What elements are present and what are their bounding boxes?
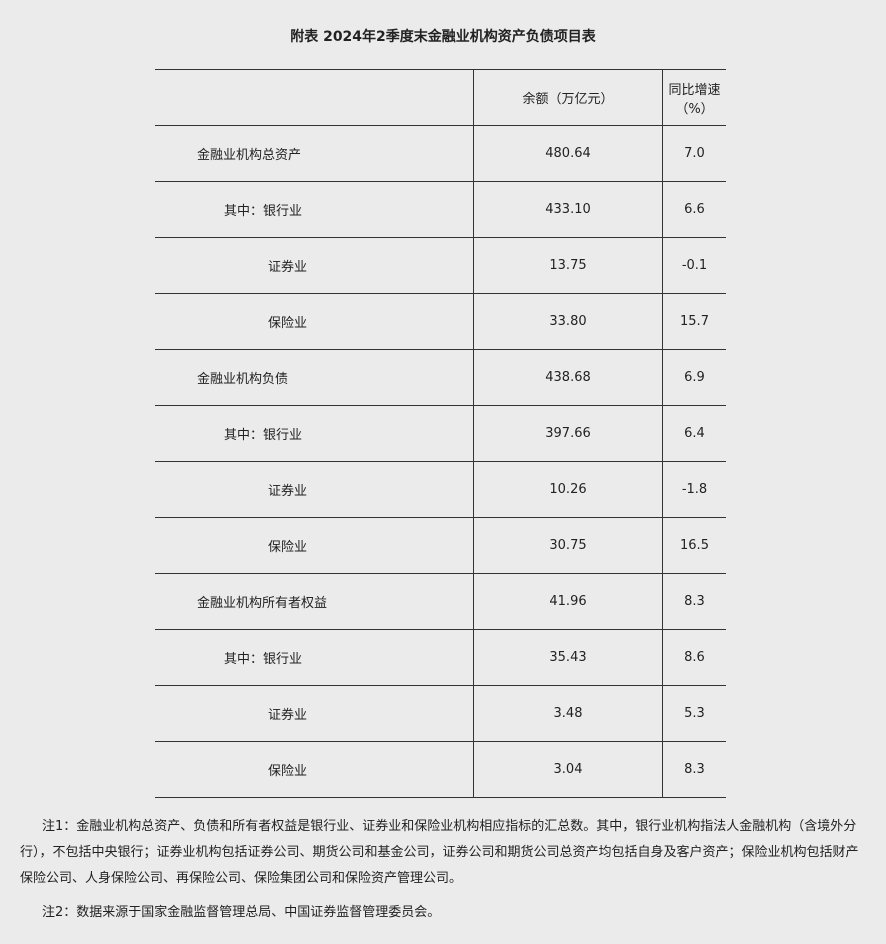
row-growth: 8.3 <box>662 741 726 798</box>
row-label: 保险业 <box>155 741 474 798</box>
row-growth: 8.3 <box>662 573 726 630</box>
note-1: 注1：金融业机构总资产、负债和所有者权益是银行业、证券业和保险业机构相应指标的汇… <box>20 819 859 886</box>
header-cell-growth: 同比增速（%） <box>662 69 726 126</box>
table-row: 金融业机构所有者权益 41.96 8.3 <box>155 573 726 630</box>
row-label: 证券业 <box>155 461 474 518</box>
table-row: 金融业机构总资产 480.64 7.0 <box>155 125 726 182</box>
row-growth: 8.6 <box>662 629 726 686</box>
table-row: 证券业 10.26 -1.8 <box>155 461 726 518</box>
row-growth: -0.1 <box>662 237 726 294</box>
row-label: 金融业机构负债 <box>155 349 474 406</box>
row-label: 金融业机构总资产 <box>155 125 474 182</box>
row-label: 其中：银行业 <box>155 629 474 686</box>
header-cell <box>155 69 474 126</box>
row-label: 其中：银行业 <box>155 405 474 462</box>
table-row: 证券业 13.75 -0.1 <box>155 237 726 294</box>
row-label: 证券业 <box>155 685 474 742</box>
balance-sheet-table: 余额（万亿元） 同比增速（%） 金融业机构总资产 480.64 7.0 其中：银行业 4… <box>155 69 726 798</box>
table-row: 其中：银行业 35.43 8.6 <box>155 629 726 686</box>
header-cell-amount: 余额（万亿元） <box>473 69 663 126</box>
row-growth: 15.7 <box>662 293 726 350</box>
row-label: 金融业机构所有者权益 <box>155 573 474 630</box>
row-growth: 16.5 <box>662 517 726 574</box>
row-amount: 3.48 <box>473 685 663 742</box>
row-amount: 433.10 <box>473 181 663 238</box>
row-amount: 10.26 <box>473 461 663 518</box>
row-amount: 35.43 <box>473 629 663 686</box>
row-growth: 6.6 <box>662 181 726 238</box>
row-amount: 33.80 <box>473 293 663 350</box>
row-label: 其中：银行业 <box>155 181 474 238</box>
row-growth: 6.4 <box>662 405 726 462</box>
row-amount: 397.66 <box>473 405 663 462</box>
row-amount: 13.75 <box>473 237 663 294</box>
row-growth: 6.9 <box>662 349 726 406</box>
row-growth: 7.0 <box>662 125 726 182</box>
table-row: 保险业 33.80 15.7 <box>155 293 726 350</box>
row-amount: 3.04 <box>473 741 663 798</box>
table-row: 保险业 3.04 8.3 <box>155 741 726 798</box>
table-header-row: 余额（万亿元） 同比增速（%） <box>155 69 726 126</box>
table-row: 保险业 30.75 16.5 <box>155 517 726 574</box>
row-growth: 5.3 <box>662 685 726 742</box>
row-label: 保险业 <box>155 293 474 350</box>
row-growth: -1.8 <box>662 461 726 518</box>
table-row: 其中：银行业 397.66 6.4 <box>155 405 726 462</box>
row-label: 保险业 <box>155 517 474 574</box>
row-amount: 30.75 <box>473 517 663 574</box>
note-2: 注2：数据来源于国家金融监督管理总局、中国证券监督管理委员会。 <box>42 905 441 920</box>
table-row: 金融业机构负债 438.68 6.9 <box>155 349 726 406</box>
row-amount: 480.64 <box>473 125 663 182</box>
page-title: 附表 2024年2季度末金融业机构资产负债项目表 <box>290 29 596 45</box>
row-label: 证券业 <box>155 237 474 294</box>
table-row: 其中：银行业 433.10 6.6 <box>155 181 726 238</box>
table-row: 证券业 3.48 5.3 <box>155 685 726 742</box>
row-amount: 438.68 <box>473 349 663 406</box>
row-amount: 41.96 <box>473 573 663 630</box>
